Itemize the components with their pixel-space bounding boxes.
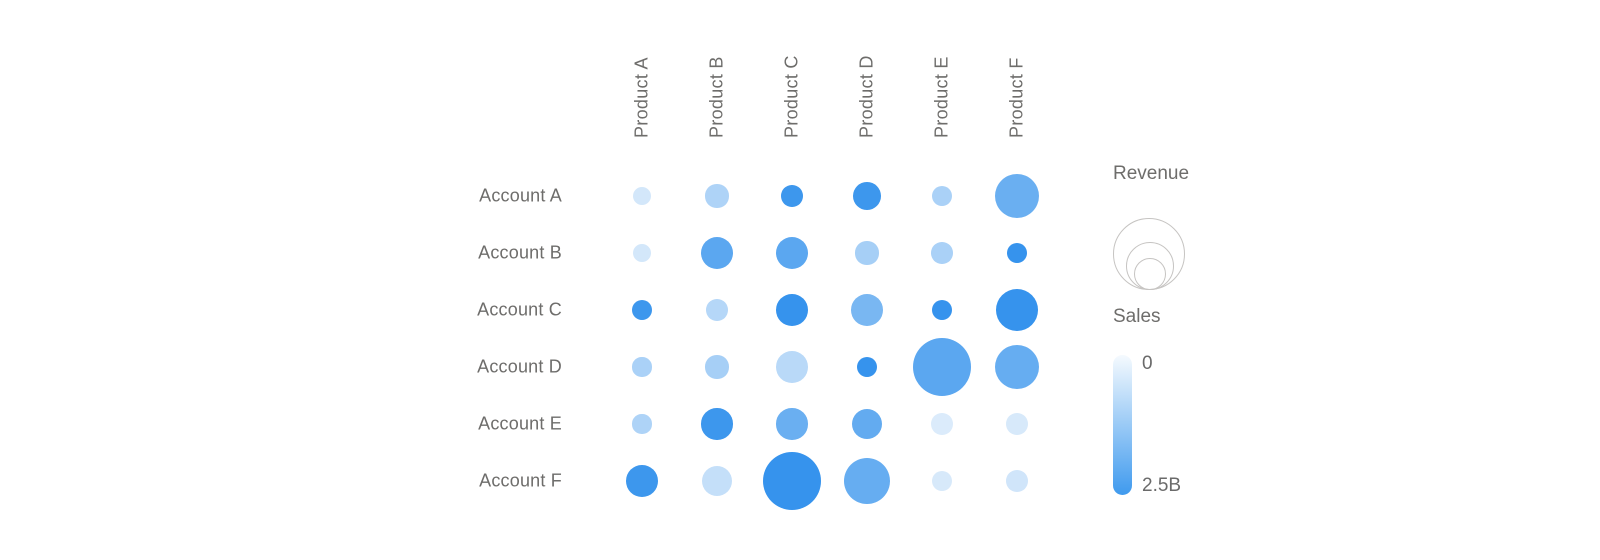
row-label-account-f: Account F (479, 470, 562, 491)
bubble[interactable] (994, 173, 1040, 219)
column-label-product-a: Product A (631, 57, 652, 138)
bubble[interactable] (1006, 413, 1028, 435)
bubble[interactable] (632, 243, 652, 263)
bubble[interactable] (851, 408, 883, 440)
row-label-account-d: Account D (477, 356, 562, 377)
bubble[interactable] (931, 185, 953, 207)
column-label-product-d: Product D (856, 55, 877, 138)
column-label-product-c: Product C (781, 55, 802, 138)
bubble[interactable] (763, 452, 821, 510)
column-label-product-b: Product B (706, 56, 727, 138)
bubble[interactable] (705, 184, 729, 208)
bubble[interactable] (855, 241, 879, 265)
bubble[interactable] (776, 294, 808, 326)
row-label-account-c: Account C (477, 299, 562, 320)
bubble[interactable] (632, 414, 652, 434)
revenue-size-circle-small (1134, 258, 1166, 290)
bubble[interactable] (626, 465, 658, 497)
row-label-account-e: Account E (478, 413, 562, 434)
bubble[interactable] (776, 408, 808, 440)
revenue-legend-title: Revenue (1113, 163, 1190, 184)
bubble[interactable] (913, 338, 971, 396)
bubble[interactable] (843, 457, 890, 504)
bubble[interactable] (1006, 242, 1028, 264)
bubble[interactable] (931, 413, 953, 435)
row-label-account-b: Account B (478, 242, 562, 263)
sales-color-scale (1113, 355, 1132, 495)
bubble[interactable] (775, 236, 809, 270)
bubble[interactable] (931, 299, 953, 321)
bubble[interactable] (856, 356, 878, 378)
sales-scale-min-label: 0 (1142, 353, 1153, 374)
bubble[interactable] (632, 357, 652, 377)
bubble[interactable] (851, 294, 883, 326)
bubble[interactable] (931, 470, 953, 492)
bubble[interactable] (996, 289, 1038, 331)
column-label-product-f: Product F (1006, 57, 1027, 138)
bubble[interactable] (701, 408, 733, 440)
bubble[interactable] (994, 344, 1040, 390)
bubble[interactable] (776, 351, 808, 383)
bubble[interactable] (632, 186, 652, 206)
bubble[interactable] (781, 185, 803, 207)
column-label-product-e: Product E (931, 56, 952, 138)
chart-legend: Revenue Sales 0 2.5B (1113, 0, 1313, 560)
row-label-account-a: Account A (479, 185, 562, 206)
sales-legend-title: Sales (1113, 306, 1161, 327)
bubble[interactable] (631, 299, 653, 321)
bubble[interactable] (706, 299, 728, 321)
bubble[interactable] (853, 182, 881, 210)
sales-scale-max-label: 2.5B (1142, 475, 1182, 496)
bubble[interactable] (700, 236, 734, 270)
bubble[interactable] (701, 465, 733, 497)
bubble[interactable] (931, 242, 953, 264)
bubble[interactable] (1006, 470, 1028, 492)
bubble[interactable] (705, 355, 729, 379)
